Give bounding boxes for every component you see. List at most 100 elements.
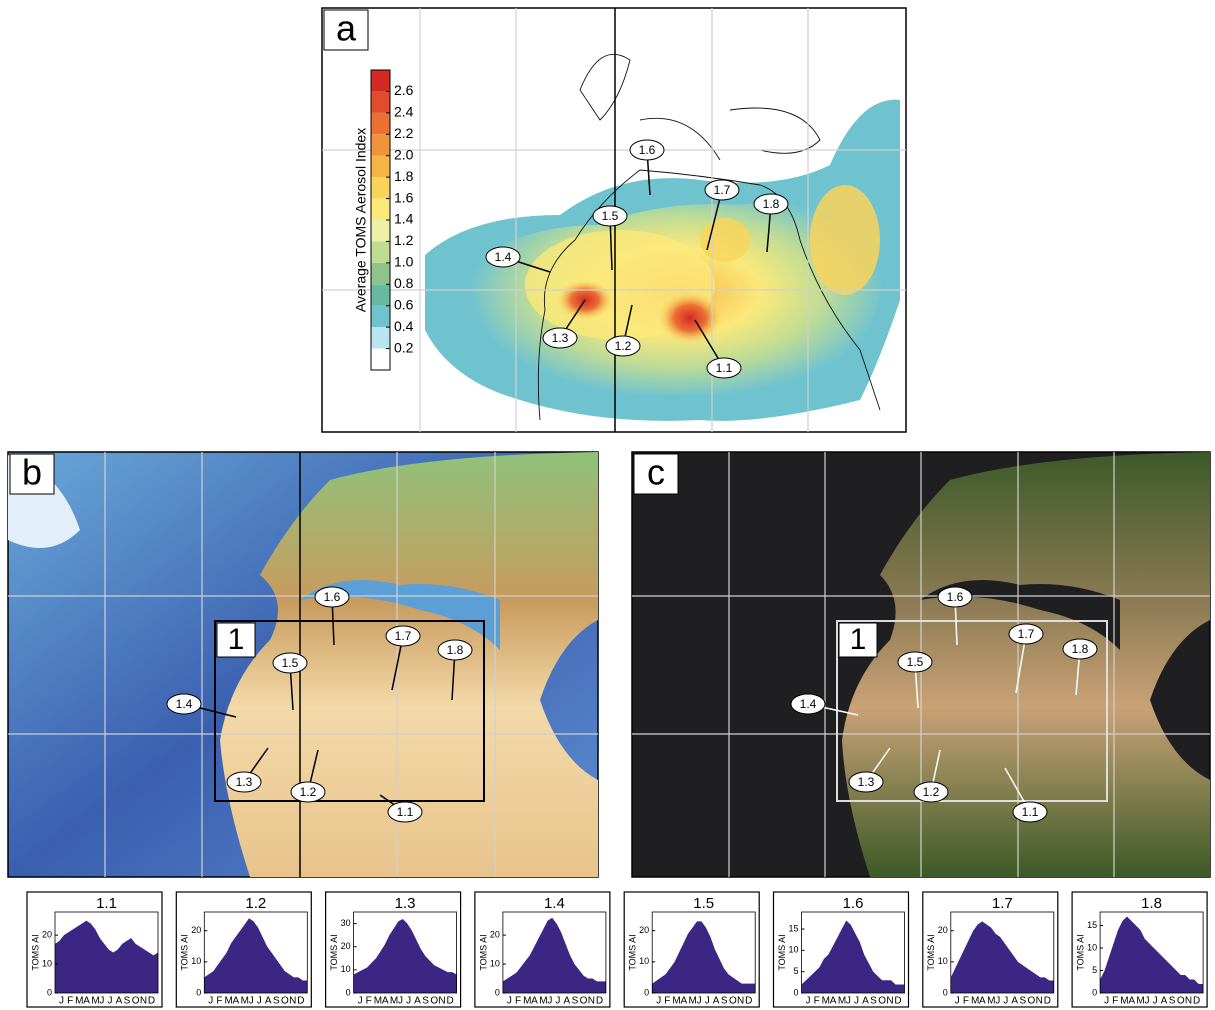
x-tick-label: M <box>822 996 830 1007</box>
source-label: 1.7 <box>1018 627 1035 641</box>
y-tick-label: 10 <box>1087 942 1097 952</box>
colorbar-segment <box>371 263 390 284</box>
colorbar-segment <box>371 156 390 177</box>
x-tick-label: J <box>846 996 851 1007</box>
colorbar-tick-label: 0.2 <box>394 339 414 355</box>
y-tick-label: 10 <box>490 958 500 968</box>
x-tick-label: A <box>1161 996 1168 1007</box>
source-label: 1.6 <box>947 590 964 604</box>
colorbar-title: Average TOMS Aerosol Index <box>353 128 369 312</box>
colorbar-segment <box>371 349 390 370</box>
x-tick-label: A <box>414 996 421 1007</box>
y-tick-label: 15 <box>1087 920 1097 930</box>
source-label: 1.1 <box>397 805 414 819</box>
x-tick-label: S <box>870 996 877 1007</box>
x-tick-label: N <box>886 996 893 1007</box>
colorbar-tick-label: 0.8 <box>394 275 414 291</box>
x-tick-label: J <box>398 996 403 1007</box>
y-tick-label: 10 <box>191 956 201 966</box>
x-tick-label: F <box>814 996 820 1007</box>
x-tick-label: D <box>745 996 752 1007</box>
x-tick-label: M <box>1120 996 1128 1007</box>
y-tick-label: 0 <box>793 987 798 997</box>
source-label: 1.4 <box>495 250 512 264</box>
x-tick-label: F <box>664 996 670 1007</box>
y-tick-label: 20 <box>42 930 52 940</box>
y-tick-label: 10 <box>42 958 52 968</box>
x-tick-label: J <box>257 996 262 1007</box>
panel-label: c <box>647 452 665 493</box>
colorbar-tick-label: 0.6 <box>394 296 414 312</box>
x-tick-label: O <box>729 996 737 1007</box>
x-tick-label: J <box>99 996 104 1007</box>
x-tick-label: F <box>216 996 222 1007</box>
x-tick-label: A <box>265 996 272 1007</box>
y-tick-label: 0 <box>1092 987 1097 997</box>
y-tick-label: 0 <box>495 987 500 997</box>
x-tick-label: N <box>438 996 445 1007</box>
colorbar-segment <box>371 220 390 241</box>
source-label: 1.4 <box>800 697 817 711</box>
x-tick-label: S <box>422 996 429 1007</box>
small-chart: 1.8TOMS AI051015JFMAMJJASOND <box>1072 892 1207 1007</box>
x-tick-label: O <box>1028 996 1036 1007</box>
x-tick-label: M <box>224 996 232 1007</box>
colorbar-tick-label: 1.8 <box>394 168 414 184</box>
x-tick-label: J <box>59 996 64 1007</box>
x-tick-label: J <box>208 996 213 1007</box>
y-tick-label: 20 <box>341 941 351 951</box>
x-tick-label: N <box>289 996 296 1007</box>
colorbar-segment <box>371 284 390 305</box>
x-tick-label: J <box>547 996 552 1007</box>
x-tick-label: A <box>713 996 720 1007</box>
x-tick-label: A <box>1128 996 1135 1007</box>
x-tick-label: D <box>447 996 454 1007</box>
source-label: 1.6 <box>324 590 341 604</box>
colorbar-tick-label: 2.4 <box>394 104 414 120</box>
x-tick-label: N <box>1036 996 1043 1007</box>
x-tick-label: J <box>108 996 113 1007</box>
x-tick-label: O <box>430 996 438 1007</box>
x-tick-label: N <box>737 996 744 1007</box>
colorbar-segment <box>371 241 390 262</box>
x-tick-label: O <box>281 996 289 1007</box>
source-label: 1.2 <box>615 339 632 353</box>
y-tick-label: 20 <box>639 925 649 935</box>
y-axis-label: TOMS AI <box>1075 934 1085 970</box>
source-label: 1.2 <box>923 785 940 799</box>
source-label: 1.7 <box>714 183 731 197</box>
x-tick-label: J <box>406 996 411 1007</box>
source-label: 1.1 <box>716 361 733 375</box>
x-tick-label: S <box>572 996 579 1007</box>
panel-label: b <box>22 452 42 493</box>
source-label: 1.2 <box>300 785 317 799</box>
x-tick-label: D <box>1044 996 1051 1007</box>
x-tick-label: A <box>1011 996 1018 1007</box>
y-tick-label: 5 <box>1092 965 1097 975</box>
source-label: 1.5 <box>907 655 924 669</box>
colorbar-segment <box>371 91 390 112</box>
x-tick-label: A <box>830 996 837 1007</box>
x-tick-label: J <box>656 996 661 1007</box>
source-label: 1.4 <box>176 697 193 711</box>
colorbar-segment <box>371 306 390 327</box>
y-tick-label: 20 <box>191 925 201 935</box>
x-tick-label: J <box>555 996 560 1007</box>
x-tick-label: J <box>1104 996 1109 1007</box>
x-tick-label: J <box>697 996 702 1007</box>
colorbar-segment <box>371 177 390 198</box>
colorbar-segment <box>371 327 390 348</box>
y-axis-label: TOMS AI <box>777 934 787 970</box>
x-tick-label: F <box>67 996 73 1007</box>
colorbar-segment <box>371 199 390 220</box>
chart-title: 1.7 <box>992 895 1013 912</box>
x-tick-label: N <box>140 996 147 1007</box>
x-tick-label: J <box>854 996 859 1007</box>
source-label: 1.1 <box>1022 805 1039 819</box>
y-tick-label: 15 <box>788 923 798 933</box>
x-tick-label: A <box>233 996 240 1007</box>
x-tick-label: O <box>878 996 886 1007</box>
